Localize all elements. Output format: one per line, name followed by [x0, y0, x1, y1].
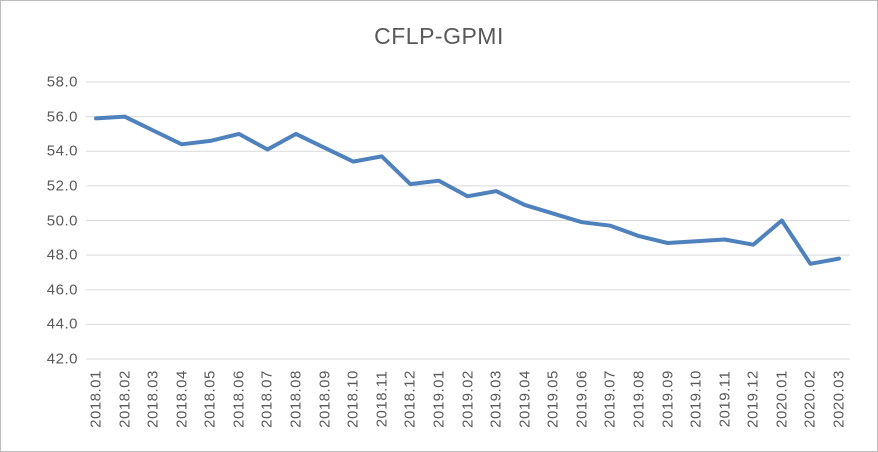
y-axis-tick-label: 50.0: [46, 212, 78, 229]
x-axis-tick-label: 2018.01: [87, 370, 105, 428]
y-axis-tick-label: 44.0: [46, 315, 78, 333]
x-axis-tick-label: 2019.09: [659, 370, 677, 428]
x-axis-tick-label: 2019.05: [544, 370, 562, 428]
x-axis-tick-label: 2018.10: [344, 370, 362, 428]
chart-title: CFLP-GPMI: [374, 23, 504, 49]
y-axis-tick-label: 42.0: [46, 350, 78, 368]
line-series: [94, 114, 841, 266]
x-axis-tick-label: 2020.01: [773, 370, 791, 428]
x-axis-tick-label: 2018.04: [173, 370, 191, 428]
x-axis-tick-label: 2018.08: [287, 370, 305, 428]
x-axis-tick-label: 2019.10: [687, 370, 705, 428]
x-axis-tick-label: 2019.06: [573, 370, 591, 428]
x-axis-tick-label: 2019.04: [516, 370, 534, 428]
x-axis-tick-label: 2018.07: [258, 370, 276, 428]
x-axis-tick-label: 2018.09: [316, 370, 334, 428]
y-axis-tick-label: 58.0: [46, 73, 78, 91]
x-axis-tick-label: 2019.01: [430, 370, 448, 428]
x-axis-tick-label: 2020.02: [801, 370, 819, 428]
y-axis-tick-label: 48.0: [46, 246, 78, 264]
x-axis-tick-label: 2019.02: [459, 370, 476, 428]
x-axis-tick-label: 2018.03: [144, 370, 162, 428]
x-axis-tick-label: 2018.05: [201, 370, 219, 428]
x-axis-tick-label: 2018.11: [373, 370, 391, 428]
x-axis-tick-label: 2019.12: [744, 370, 762, 428]
x-axis-tick-label: 2019.03: [487, 370, 505, 428]
x-axis-tick-label: 2018.12: [401, 370, 419, 428]
x-axis-tick-label: 2020.03: [830, 370, 848, 428]
y-axis-tick-label: 56.0: [46, 108, 78, 126]
x-axis-tick-label: 2019.08: [630, 370, 648, 428]
x-axis-tick-label: 2018.06: [230, 370, 248, 428]
x-axis-tick-label: 2019.11: [716, 370, 734, 428]
y-axis-tick-label: 46.0: [46, 281, 78, 299]
x-axis-tick-label: 2018.02: [116, 370, 134, 428]
y-axis-tick-label: 54.0: [46, 142, 78, 160]
y-axis-tick-label: 52.0: [46, 177, 78, 195]
x-axis-tick-label: 2019.07: [601, 370, 619, 428]
